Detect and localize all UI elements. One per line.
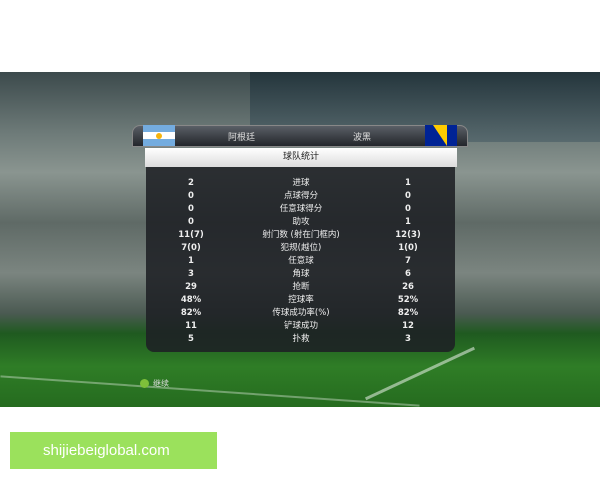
stat-away: 82% [397,308,419,318]
stat-away: 1 [405,217,411,227]
stat-home: 3 [188,269,194,279]
stat-home: 11 [185,321,197,331]
stat-row: 7(0) 犯规(越位) 1(0) [146,242,455,255]
pitch-line [364,346,476,401]
stat-row: 0 点球得分 0 [146,190,455,203]
stat-away: 3 [405,334,411,344]
stat-label: 犯规(越位) [280,243,322,253]
stat-row: 3 角球 6 [146,268,455,281]
continue-button[interactable]: 继续 [140,378,169,389]
stat-row: 48% 控球率 52% [146,294,455,307]
stat-away: 12(3) [395,230,421,240]
stat-away: 0 [405,204,411,214]
stat-home: 2 [188,178,194,188]
stat-label: 进球 [292,178,310,188]
stat-away: 6 [405,269,411,279]
home-team-name: 阿根廷 [228,133,256,143]
stat-row: 29 抢断 26 [146,281,455,294]
stat-home: 11(7) [178,230,204,240]
argentina-flag-icon [143,125,175,146]
stat-away: 7 [405,256,411,266]
stat-row: 1 任意球 7 [146,255,455,268]
stat-label: 传球成功率(%) [272,308,330,318]
stat-row: 5 扑救 3 [146,333,455,346]
stat-away: 0 [405,191,411,201]
stat-away: 1 [405,178,411,188]
stat-row: 82% 传球成功率(%) 82% [146,307,455,320]
stat-row: 0 任意球得分 0 [146,203,455,216]
stats-panel: 2 进球 1 0 点球得分 0 0 任意球得分 0 0 助攻 1 11(7) 射门数 (射在门框内) 12(… [146,167,455,352]
stat-away: 26 [402,282,414,292]
bosnia-flag-icon [425,125,457,146]
stat-away: 52% [397,295,419,305]
panel-title: 球队统计 [145,148,457,167]
teams-header [132,125,468,147]
stat-label: 角球 [292,269,310,279]
stat-row: 11 铲球成功 12 [146,320,455,333]
stat-home: 5 [188,334,194,344]
continue-label: 继续 [153,379,169,388]
stat-label: 控球率 [288,295,314,305]
stat-label: 扑救 [292,334,310,344]
stat-label: 助攻 [292,217,310,227]
stat-label: 铲球成功 [283,321,318,331]
stat-label: 点球得分 [283,191,318,201]
away-team-name: 波黑 [353,133,372,143]
stat-home: 7(0) [181,243,201,253]
stat-home: 82% [180,308,202,318]
pitch-line [0,375,420,407]
stat-away: 12 [402,321,414,331]
stat-row: 11(7) 射门数 (射在门框内) 12(3) [146,229,455,242]
stat-label: 射门数 (射在门框内) [262,230,340,240]
stat-home: 0 [188,191,194,201]
stat-home: 1 [188,256,194,266]
watermark: shijiebeiglobal.com [10,432,217,469]
stat-row: 2 进球 1 [146,177,455,190]
stat-home: 48% [180,295,202,305]
stat-label: 任意球得分 [279,204,323,214]
stat-label: 任意球 [288,256,314,266]
a-button-icon [140,379,149,388]
stat-home: 29 [185,282,197,292]
stat-row: 0 助攻 1 [146,216,455,229]
stat-home: 0 [188,204,194,214]
stat-home: 0 [188,217,194,227]
stat-away: 1(0) [398,243,418,253]
stat-label: 抢断 [292,282,310,292]
